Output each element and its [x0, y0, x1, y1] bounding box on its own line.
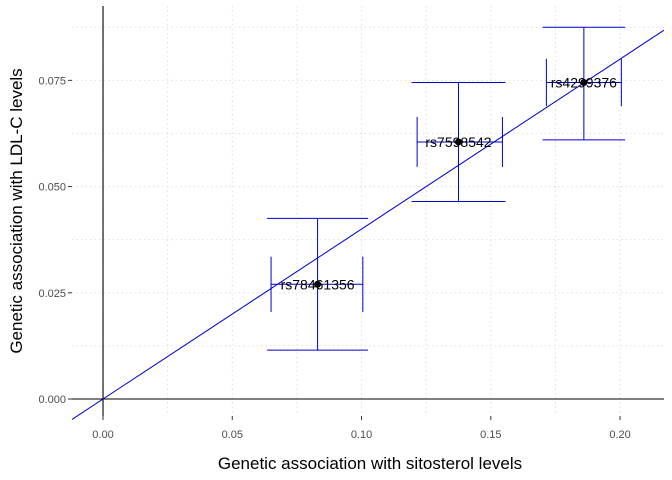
tick-labels: 0.00 0.05 0.10 0.15 0.20 0.000 0.025 0.050 0.075	[38, 75, 630, 441]
y-tick-label: 0.050	[38, 182, 66, 194]
fit-line-group	[71, 29, 665, 420]
point-labels: rs78461356 rs7598542 rs4299376	[281, 74, 618, 292]
point-label: rs4299376	[551, 74, 617, 90]
data-point	[314, 280, 322, 288]
data-point	[580, 78, 588, 86]
x-tick-label: 0.20	[609, 429, 630, 441]
point-label: rs7598542	[425, 134, 491, 150]
y-tick-label: 0.075	[38, 75, 66, 87]
x-tick-label: 0.05	[222, 429, 243, 441]
x-axis-title: Genetic association with sitosterol leve…	[218, 454, 522, 473]
x-tick-label: 0.10	[351, 429, 372, 441]
x-tick-label: 0.15	[480, 429, 501, 441]
y-tick-label: 0.000	[38, 394, 66, 406]
data-point	[454, 138, 462, 146]
axes	[72, 6, 664, 416]
data-points	[314, 78, 588, 288]
grid	[72, 6, 664, 416]
x-tick-label: 0.00	[92, 429, 113, 441]
y-axis-title: Genetic association with LDL-C levels	[7, 68, 26, 353]
y-tick-label: 0.025	[38, 288, 66, 300]
fit-line	[71, 29, 665, 420]
point-label: rs78461356	[281, 276, 355, 292]
